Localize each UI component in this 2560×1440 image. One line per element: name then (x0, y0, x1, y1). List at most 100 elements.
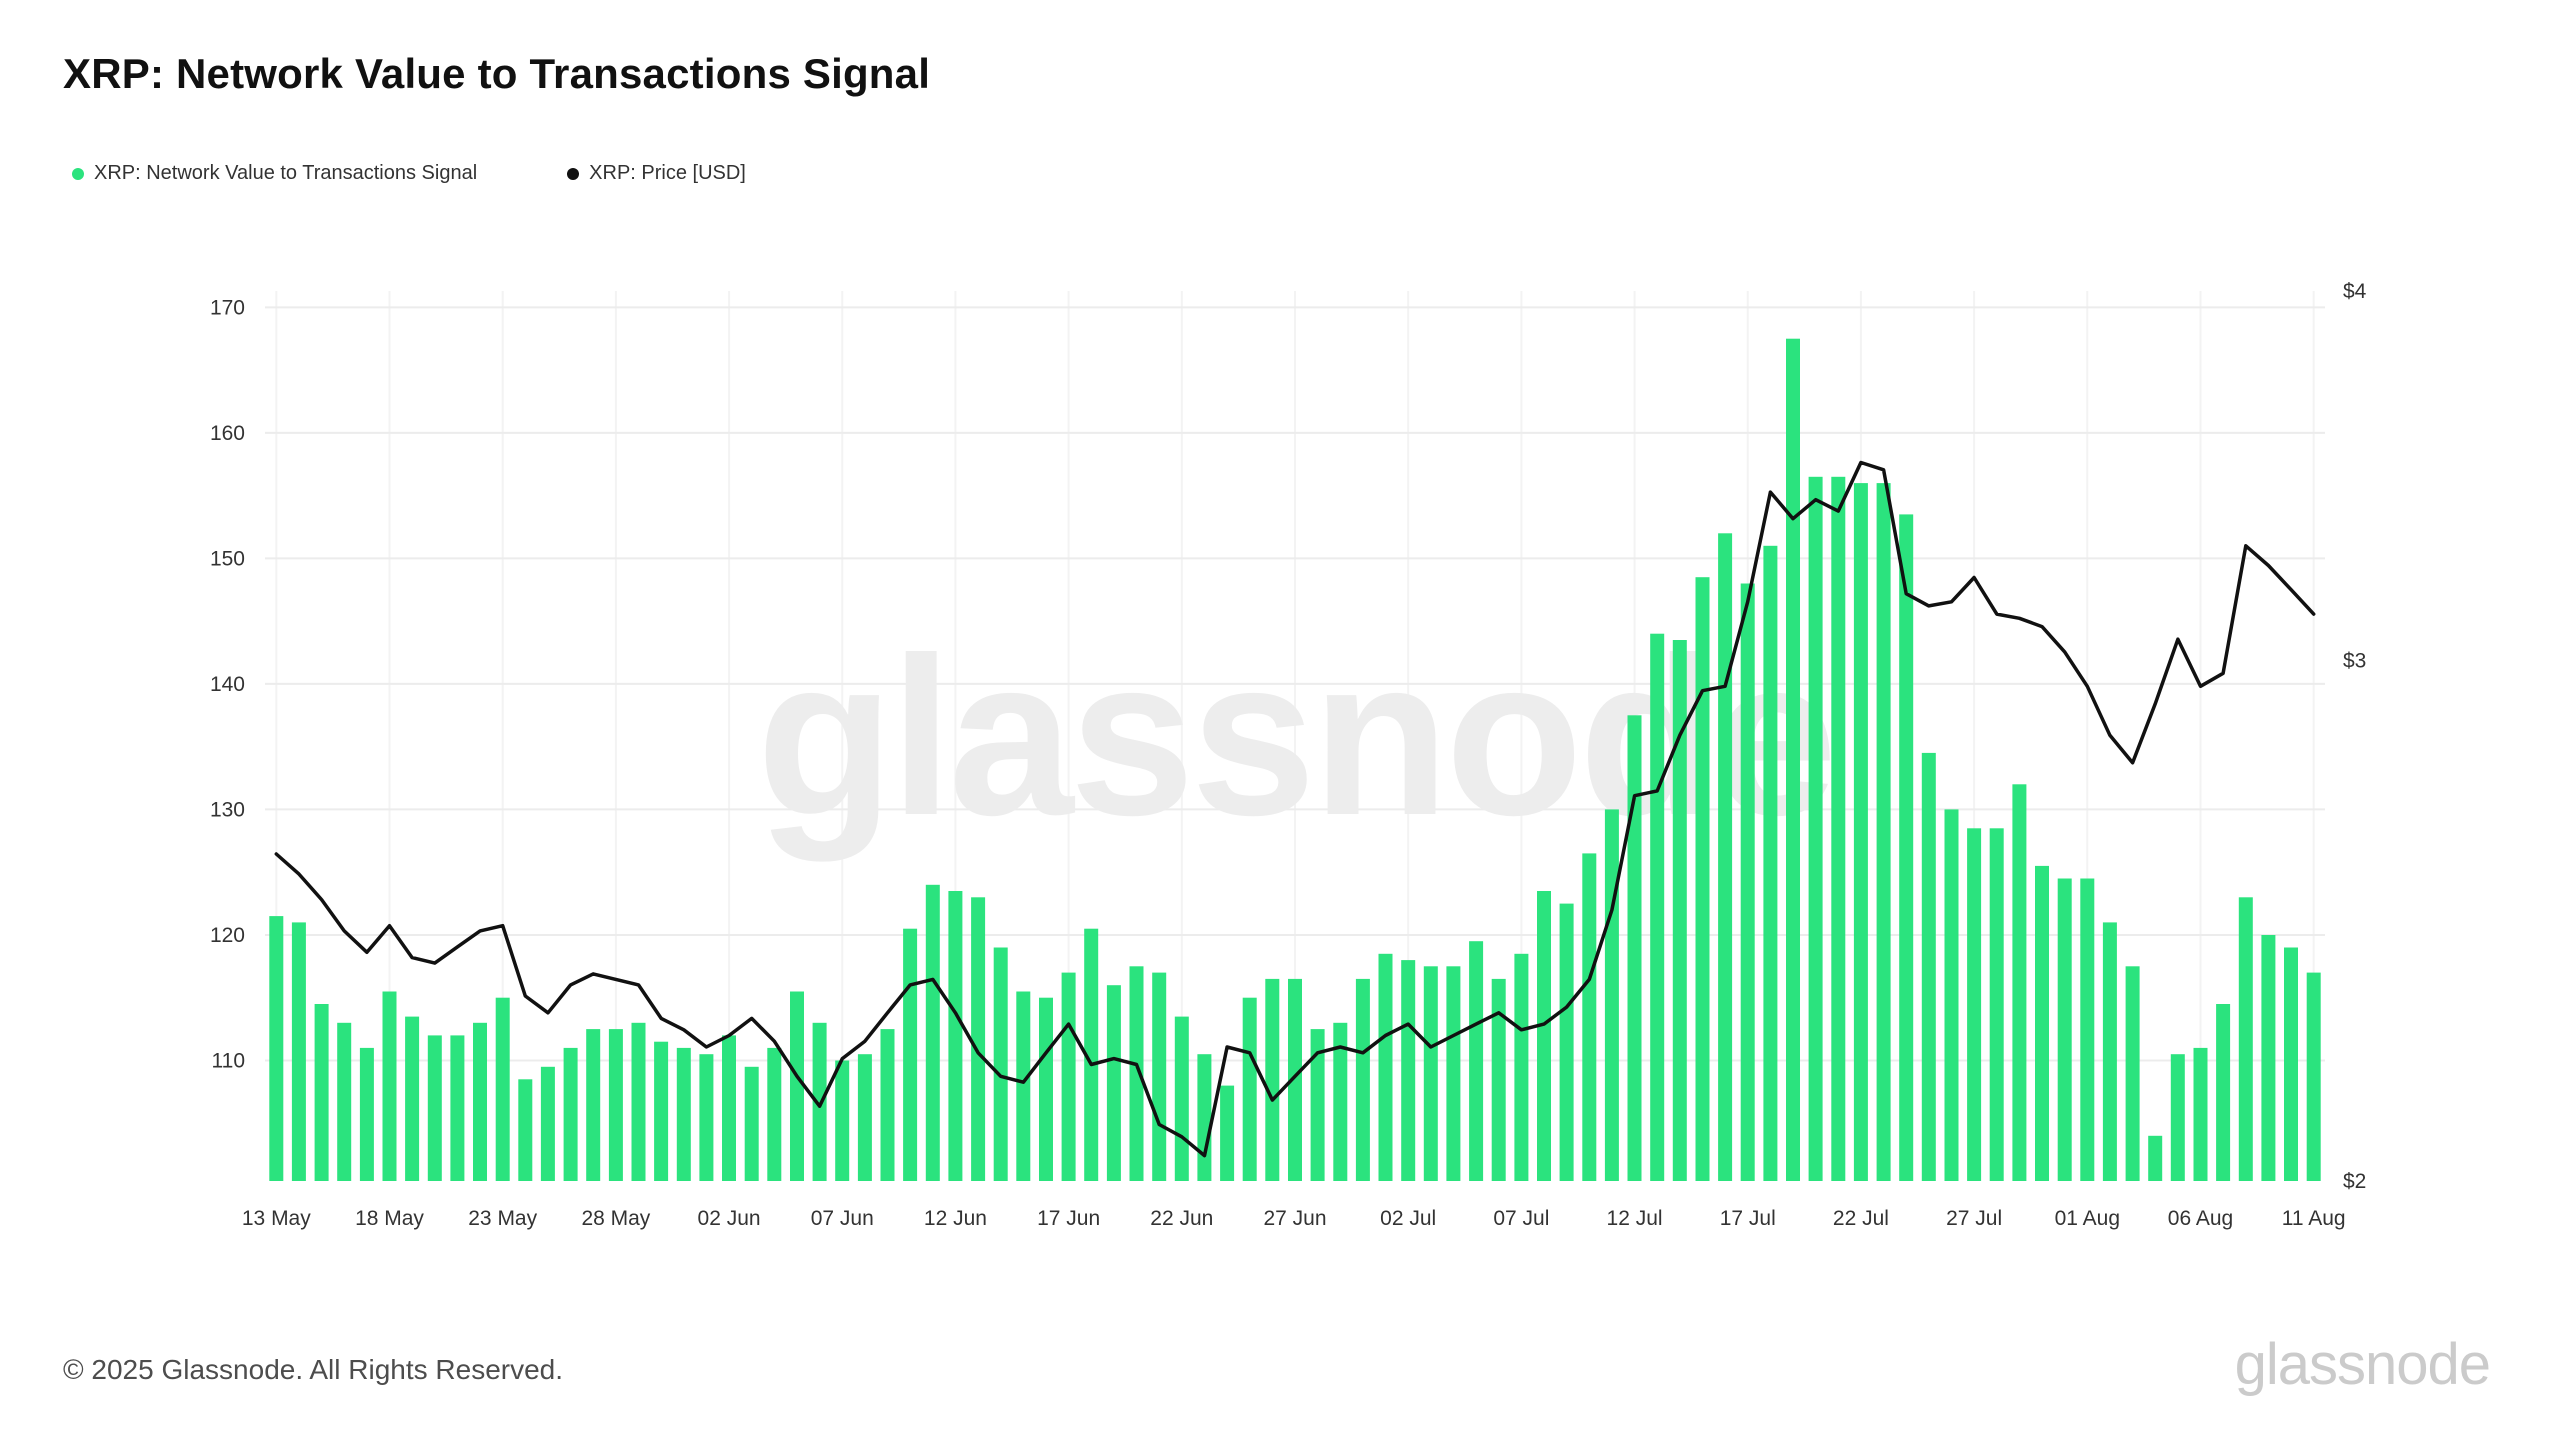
left-axis-tick-label: 130 (210, 798, 245, 821)
left-axis-tick-label: 140 (210, 673, 245, 696)
nvt-signal-bar (993, 947, 1008, 1181)
left-axis-tick-label: 120 (210, 924, 245, 947)
legend-item-nvt-signal[interactable]: XRP: Network Value to Transactions Signa… (72, 162, 477, 185)
nvt-signal-bar (1491, 978, 1506, 1181)
x-axis-tick-label: 02 Jun (698, 1207, 761, 1230)
glassnode-watermark: glassnode (757, 610, 1834, 862)
nvt-signal-bar (2057, 878, 2072, 1181)
nvt-signal-bar (925, 884, 940, 1181)
nvt-signal-bar (269, 916, 284, 1181)
nvt-signal-bar (1899, 514, 1914, 1181)
nvt-signal-bar (1016, 991, 1031, 1181)
nvt-signal-bar (1288, 978, 1302, 1181)
price-legend-dot-icon (567, 167, 580, 180)
x-axis-tick-label: 23 May (468, 1207, 537, 1230)
nvt-signal-bar (1378, 953, 1393, 1181)
nvt-signal-bar (495, 997, 510, 1181)
nvt-signal-bar (359, 1047, 374, 1181)
x-axis-tick-label: 27 Jun (1263, 1207, 1326, 1230)
nvt-signal-bar (2238, 897, 2253, 1181)
x-axis-tick-label: 02 Jul (1380, 1207, 1436, 1230)
nvt-signal-bar (812, 1022, 827, 1181)
nvt-signal-bar (1537, 891, 1551, 1181)
nvt-signal-bar (2080, 878, 2095, 1181)
right-axis-tick-label: $3 (2343, 649, 2366, 672)
nvt-signal-bar (1129, 966, 1144, 1181)
nvt-signal-bar (1876, 483, 1891, 1182)
nvt-signal-bar (337, 1022, 352, 1181)
right-axis-tick-label: $2 (2343, 1170, 2366, 1193)
price-legend-label: XRP: Price [USD] (589, 162, 746, 184)
nvt-signal-bar (654, 1041, 669, 1181)
nvt-signal-bar (1174, 1016, 1189, 1181)
chart-canvas[interactable]: glassnode 110 120 130 140 150 160 170 $2 $3 $4 13 M… (0, 250, 2560, 1290)
nvt-legend-label: XRP: Network Value to Transactions Signa… (94, 162, 478, 184)
nvt-signal-bar (722, 1035, 736, 1181)
nvt-signal-bar (1808, 476, 1823, 1181)
nvt-signal-bar (1831, 476, 1846, 1181)
nvt-signal-bar (1718, 533, 1733, 1181)
nvt-signal-bar (1197, 1054, 1212, 1181)
nvt-signal-bar (2216, 1004, 2231, 1181)
chart-area[interactable]: glassnode 110 120 130 140 150 160 170 $2 $3 $4 13 M… (0, 250, 2560, 1290)
nvt-signal-bar (1401, 960, 1416, 1181)
nvt-signal-bar (631, 1022, 646, 1181)
nvt-signal-bar (540, 1066, 555, 1181)
nvt-signal-bar (699, 1054, 714, 1181)
left-axis-tick-label: 160 (210, 422, 245, 445)
nvt-signal-bar (1695, 577, 1710, 1181)
nvt-signal-bar (2148, 1135, 2163, 1181)
nvt-signal-bar (291, 922, 306, 1181)
nvt-signal-bar (948, 891, 963, 1181)
nvt-signal-bar (1333, 1022, 1348, 1181)
page-title: XRP: Network Value to Transactions Signa… (63, 50, 931, 97)
nvt-signal-bar (1106, 985, 1121, 1181)
nvt-signal-bar (971, 897, 986, 1181)
x-axis-tick-label: 12 Jul (1607, 1207, 1663, 1230)
nvt-signal-bar (880, 1029, 895, 1181)
nvt-signal-bar (1446, 966, 1461, 1181)
x-axis-tick-label: 17 Jul (1720, 1207, 1776, 1230)
x-axis-tick-label: 13 May (242, 1207, 311, 1230)
nvt-signal-bar (1265, 978, 1280, 1181)
nvt-signal-bar (1469, 941, 1484, 1181)
nvt-signal-bar (1220, 1085, 1235, 1181)
nvt-signal-bar (676, 1047, 691, 1181)
nvt-signal-bar (1084, 928, 1099, 1181)
nvt-signal-bar (1061, 972, 1076, 1181)
nvt-signal-bar (1921, 752, 1936, 1181)
nvt-signal-bar (1763, 545, 1778, 1181)
nvt-signal-bar (1853, 483, 1868, 1182)
nvt-signal-bar (1152, 972, 1167, 1181)
nvt-signal-bar (835, 1060, 850, 1181)
x-axis-tick-label: 12 Jun (924, 1207, 987, 1230)
nvt-signal-bar (790, 991, 804, 1181)
nvt-signal-bar (1310, 1029, 1325, 1181)
nvt-signal-bar (1423, 966, 1438, 1181)
nvt-signal-bar (1039, 997, 1053, 1181)
nvt-signal-bar (744, 1066, 759, 1181)
x-axis-tick-label: 07 Jul (1493, 1207, 1549, 1230)
x-axis-tick-label: 18 May (355, 1207, 424, 1230)
nvt-signal-bar (903, 928, 918, 1181)
x-axis-tick-label: 06 Aug (2168, 1207, 2233, 1230)
nvt-signal-bar (473, 1022, 487, 1181)
x-axis-tick-label: 22 Jul (1833, 1207, 1889, 1230)
nvt-signal-bar (405, 1016, 420, 1181)
nvt-signal-bar (1944, 809, 1959, 1181)
nvt-signal-bar (2012, 784, 2027, 1181)
nvt-legend-dot-icon (72, 167, 84, 180)
nvt-signal-bar (1967, 828, 1982, 1181)
nvt-signal-bar (314, 1004, 329, 1181)
nvt-signal-bar (1627, 715, 1642, 1181)
nvt-signal-bar (2193, 1047, 2208, 1181)
x-axis-tick-label: 07 Jun (811, 1207, 874, 1230)
nvt-signal-bar (2125, 966, 2140, 1181)
nvt-signal-bar (1242, 997, 1257, 1181)
right-axis-tick-label: $4 (2343, 280, 2367, 303)
nvt-signal-bar (2284, 947, 2298, 1181)
legend: XRP: Network Value to Transactions Signa… (72, 162, 746, 185)
x-axis-tick-label: 22 Jun (1150, 1207, 1213, 1230)
legend-item-price[interactable]: XRP: Price [USD] (567, 162, 746, 185)
left-axis-tick-label: 150 (210, 547, 245, 570)
